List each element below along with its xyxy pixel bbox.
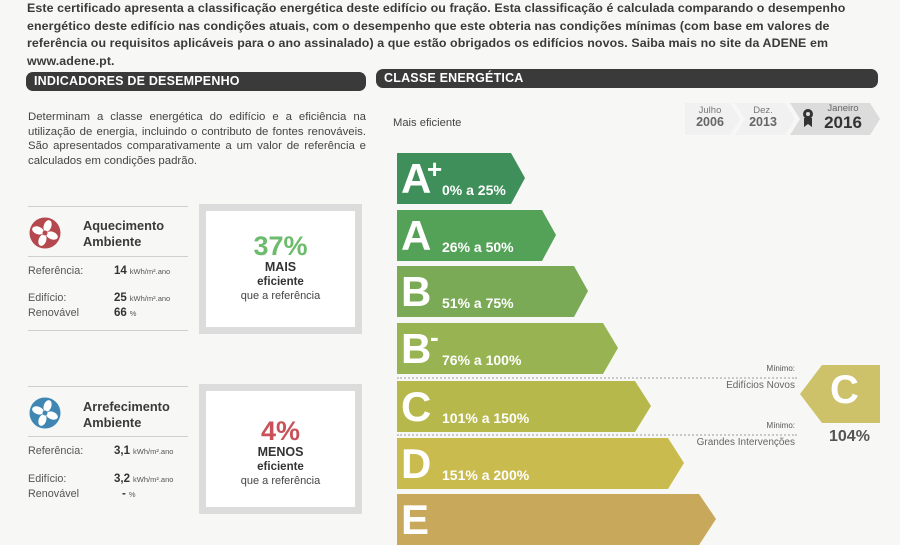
divider	[28, 330, 188, 331]
renovavel-row: Renovável 66 %	[28, 307, 137, 319]
band-e: E	[397, 494, 717, 545]
indicator-title-line1: Aquecimento	[83, 218, 165, 233]
indicator-title-line2: Ambiente	[83, 233, 142, 249]
minimo-label-novos: Mínimo:	[766, 364, 795, 373]
band-a-plus: A + 0% a 25%	[397, 153, 527, 204]
dotted-line-grandes-intervencoes	[397, 434, 797, 436]
class-result-letter: C	[830, 368, 859, 412]
date-strip-bg	[685, 103, 880, 135]
date-janeiro-2016: Janeiro 2016	[824, 103, 862, 132]
band-d: D 151% a 200%	[397, 438, 685, 489]
band-arrow	[397, 438, 684, 489]
class-result-percentage: 104%	[829, 428, 870, 445]
result-eficiente: eficiente	[257, 461, 304, 473]
result-word: MENOS	[257, 445, 304, 459]
minimo-label-grandes: Mínimo:	[766, 421, 795, 430]
indicadores-header: INDICADORES DE DESEMPENHO	[26, 72, 366, 91]
divider	[28, 256, 188, 257]
minimo-name-grandes: Grandes Intervenções	[696, 437, 795, 448]
indicator-aquecimento: Aquecimento Ambiente Referência: 14 kWh/m…	[28, 206, 188, 336]
result-word: MAIS	[264, 260, 297, 274]
classe-energetica-header: CLASSE ENERGÉTICA	[376, 69, 878, 88]
result-eficiente: eficiente	[257, 276, 304, 288]
band-arrow	[397, 210, 556, 261]
class-result-badge	[800, 365, 880, 423]
result-box-aquecimento: 37% MAIS eficiente que a referência	[199, 204, 362, 334]
band-arrow	[397, 494, 716, 545]
band-b: B 51% a 75%	[397, 266, 589, 317]
band-arrow	[397, 381, 651, 432]
referencia-row: Referência: 14 kWh/m².ano	[28, 265, 171, 277]
divider	[28, 436, 188, 437]
result-referencia: que a referência	[240, 290, 321, 302]
band-arrow	[397, 323, 618, 374]
indicator-title-line2: Ambiente	[83, 414, 142, 430]
indicadores-description: Determinam a classe energética do edifíc…	[28, 111, 366, 167]
result-percentage: 37%	[253, 231, 308, 261]
minimo-name-novos: Edifícios Novos	[726, 380, 795, 391]
dotted-line-edificios-novos	[397, 377, 797, 379]
indicator-arrefecimento: Arrefecimento Ambiente Referência: 3,1 kW…	[28, 386, 188, 506]
edificio-row: Edifício: 3,2 kWh/m².ano	[28, 473, 174, 485]
mais-eficiente-label: Mais eficiente	[393, 117, 462, 129]
award-ribbon-icon	[803, 109, 813, 127]
band-c: C 101% a 150%	[397, 381, 652, 432]
heating-fan-icon	[29, 217, 61, 249]
intro-text: Este certificado apresenta a classificaç…	[27, 1, 846, 68]
band-arrow	[397, 266, 588, 317]
result-box-arrefecimento: 4% MENOS eficiente que a referência	[199, 384, 362, 514]
date-dez-2013: Dez. 2013	[749, 105, 777, 129]
divider	[28, 206, 188, 207]
band-b-minus: B - 76% a 100%	[397, 323, 619, 374]
cooling-fan-icon	[29, 397, 61, 429]
result-referencia: que a referência	[240, 475, 321, 487]
band-arrow	[397, 153, 525, 204]
referencia-row: Referência: 3,1 kWh/m².ano	[28, 445, 174, 457]
band-a: A 26% a 50%	[397, 210, 557, 261]
divider	[28, 386, 188, 387]
result-percentage: 4%	[260, 416, 301, 446]
edificio-row: Edifício: 25 kWh/m².ano	[28, 292, 171, 304]
renovavel-row: Renovável - %	[28, 488, 136, 500]
date-julho-2006: Julho 2006	[696, 105, 724, 129]
indicator-title-line1: Arrefecimento	[83, 399, 170, 414]
